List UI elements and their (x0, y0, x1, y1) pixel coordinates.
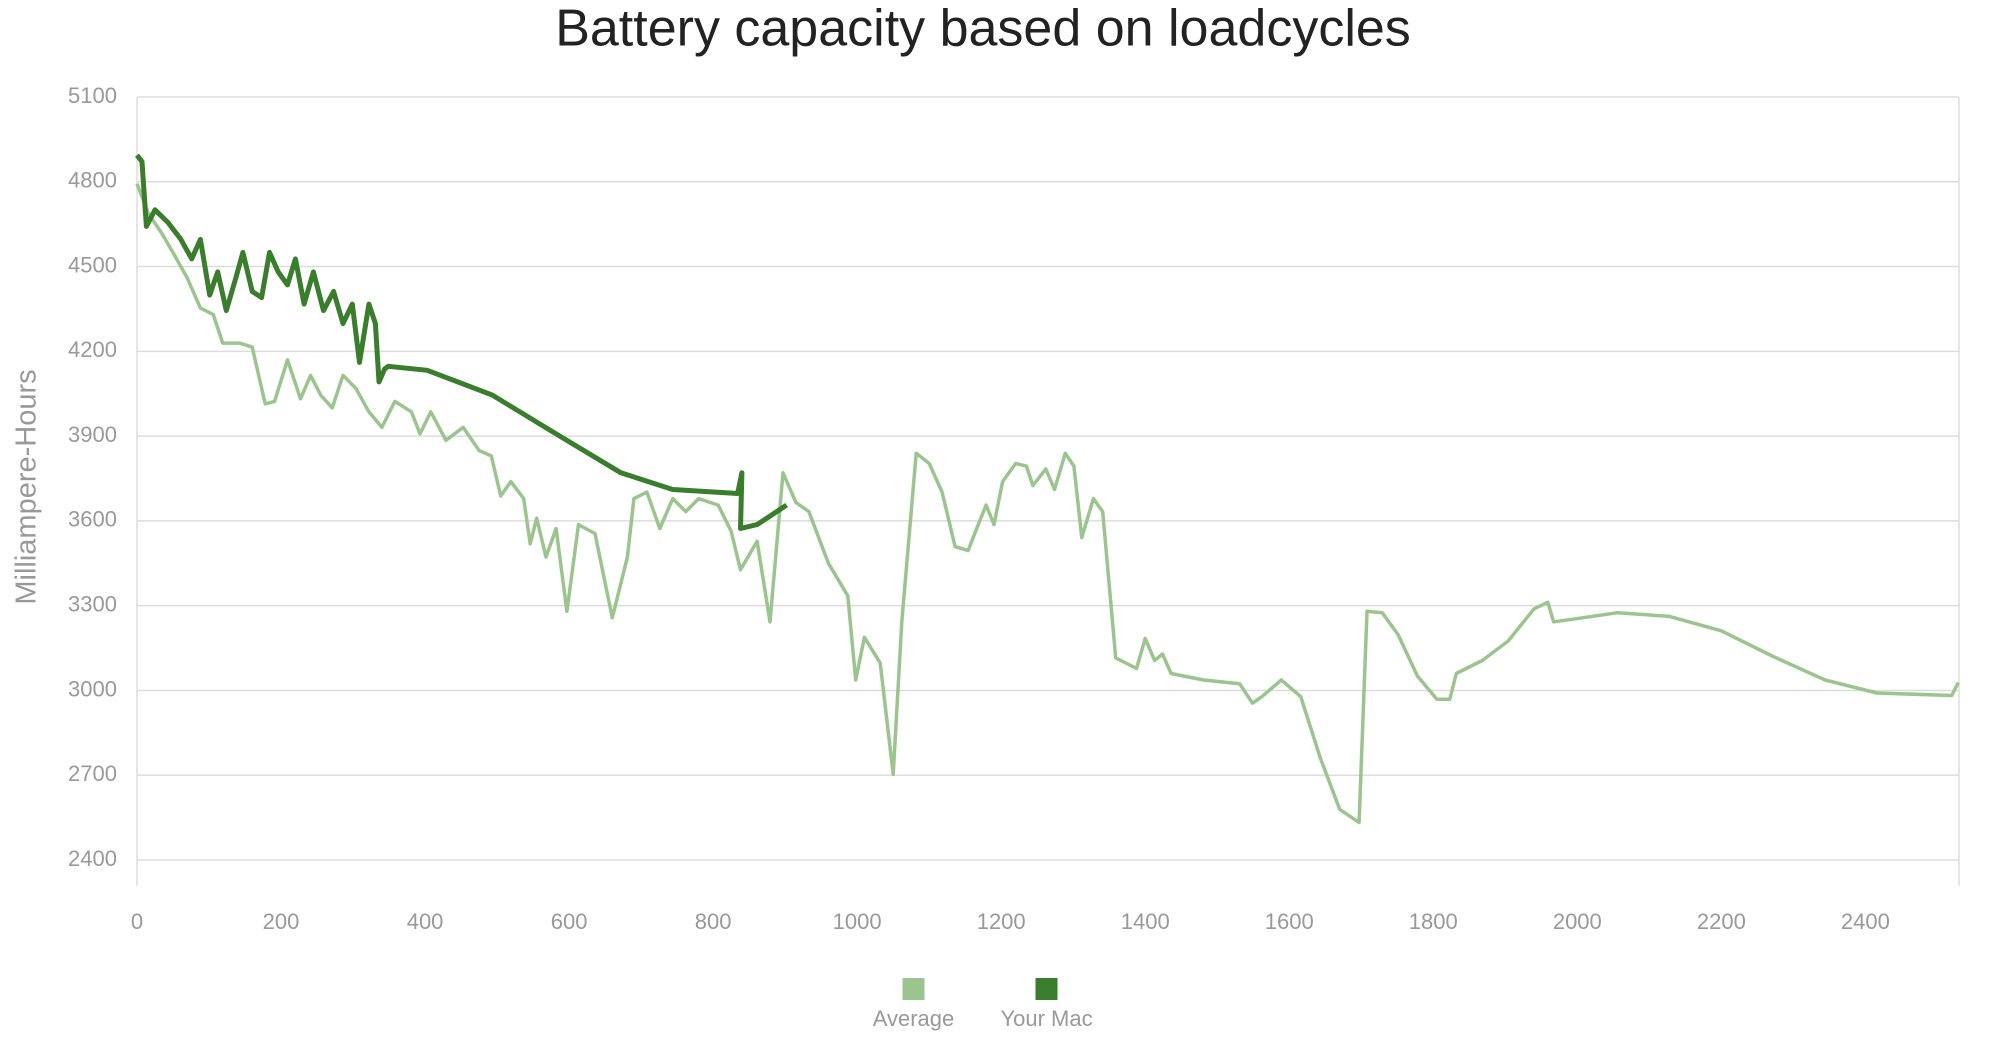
y-tick-label: 4200 (68, 337, 117, 362)
x-tick-label: 1800 (1409, 909, 1458, 934)
x-tick-label: 2200 (1697, 909, 1746, 934)
y-tick-label: 5100 (68, 83, 117, 108)
x-tick-label: 400 (407, 909, 444, 934)
x-tick-label: 1000 (833, 909, 882, 934)
x-tick-label: 0 (131, 909, 143, 934)
y-tick-label: 2700 (68, 761, 117, 786)
y-tick-label: 3000 (68, 676, 117, 701)
y-axis-title: Milliampere-Hours (11, 369, 43, 604)
x-tick-label: 800 (695, 909, 732, 934)
y-tick-label: 3600 (68, 507, 117, 532)
chart-title: Battery capacity based on loadcycles (555, 0, 1411, 58)
y-tick-label: 4800 (68, 168, 117, 193)
y-tick-label: 3300 (68, 591, 117, 616)
legend-swatch[interactable] (902, 978, 925, 1000)
legend-swatch[interactable] (1035, 978, 1058, 1000)
y-tick-label: 3900 (68, 422, 117, 447)
legend-label[interactable]: Your Mac (1000, 1006, 1092, 1031)
y-tick-label: 4500 (68, 252, 117, 277)
legend-label[interactable]: Average (873, 1006, 955, 1031)
x-tick-label: 600 (551, 909, 588, 934)
x-tick-label: 1400 (1121, 909, 1170, 934)
series-line (135, 183, 1960, 825)
x-tick-label: 1200 (977, 909, 1026, 934)
x-tick-label: 2400 (1841, 909, 1890, 934)
y-tick-label: 2400 (68, 846, 117, 871)
x-tick-label: 2000 (1553, 909, 1602, 934)
x-tick-label: 200 (263, 909, 300, 934)
series-line (135, 153, 788, 531)
x-tick-label: 1600 (1265, 909, 1314, 934)
